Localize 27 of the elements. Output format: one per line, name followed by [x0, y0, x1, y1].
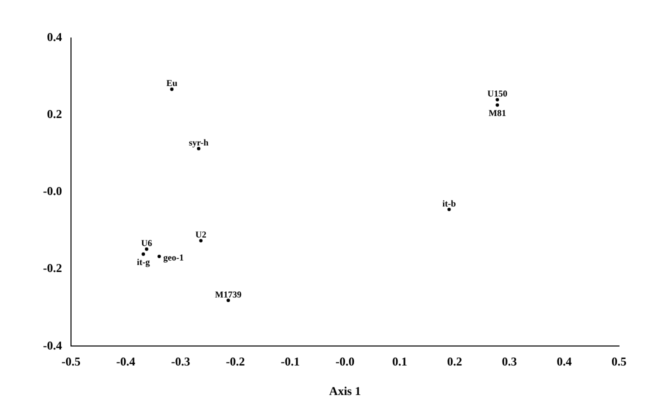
x-axis-title: Axis 1 [329, 384, 361, 398]
y-tick-label: 0.4 [46, 30, 62, 44]
data-label: M1739 [215, 289, 242, 300]
x-tick-label: -0.2 [226, 354, 245, 368]
x-tick-label: 0.5 [612, 354, 626, 368]
x-tick-label: 0.2 [447, 354, 462, 368]
x-tick-label: -0.3 [171, 354, 190, 368]
data-label: U150 [487, 88, 508, 99]
y-tick-label: -0.0 [42, 184, 62, 198]
y-tick-label: -0.4 [42, 338, 62, 352]
x-tick-label: -0.5 [61, 354, 80, 368]
x-tick-label: -0.4 [116, 354, 136, 368]
data-label: M81 [488, 108, 507, 118]
data-label: syr-h [188, 138, 209, 148]
x-tick-label: -0.1 [280, 354, 300, 368]
x-tick-label: 0.4 [556, 354, 572, 368]
data-label: it-b [442, 198, 456, 208]
x-tick-label: 0.3 [502, 354, 517, 368]
y-tick-label: 0.2 [46, 107, 62, 122]
data-label: geo-1 [163, 252, 184, 262]
data-label: Eu [166, 78, 178, 88]
x-tick-label: 0.1 [392, 354, 408, 368]
data-label: it-g [136, 257, 150, 268]
x-tick-label: -0.0 [336, 354, 354, 368]
data-label: U2 [195, 230, 207, 240]
data-label: U6 [141, 238, 153, 248]
y-tick-label: -0.2 [42, 261, 62, 276]
